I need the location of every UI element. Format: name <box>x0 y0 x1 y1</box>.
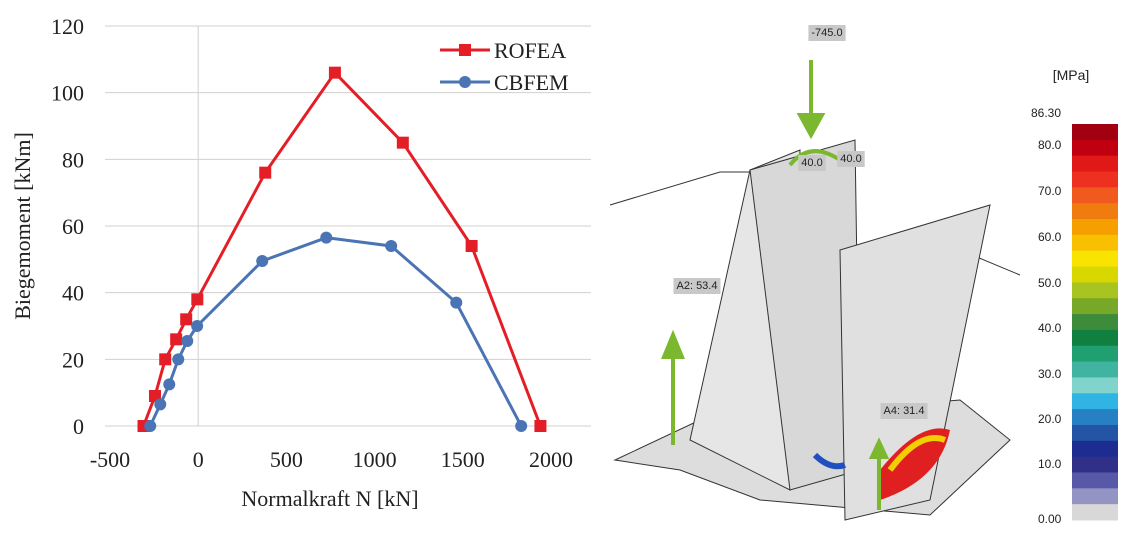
marker <box>154 398 166 410</box>
y-tick-label: 60 <box>62 214 84 239</box>
colorbar-band <box>1072 314 1118 330</box>
colorbar-band <box>1072 330 1118 346</box>
colorbar-band <box>1072 504 1118 520</box>
colorbar-band <box>1072 156 1118 172</box>
marker <box>191 320 203 332</box>
legend-marker <box>459 76 471 88</box>
legend-marker <box>459 44 471 56</box>
colorbar-band <box>1072 187 1118 203</box>
colorbar-band <box>1072 235 1118 251</box>
marker <box>163 378 175 390</box>
fem-label: A4: 31.4 <box>884 405 925 417</box>
colorbar-band <box>1072 457 1118 473</box>
colorbar-label: 20.0 <box>1038 412 1062 426</box>
marker <box>180 313 192 325</box>
colorbar-band <box>1072 393 1118 409</box>
marker <box>466 240 478 252</box>
fem-label: -745.0 <box>811 27 842 39</box>
x-axis-label: Normalkraft N [kN] <box>241 486 418 511</box>
colorbar-label: 86.30 <box>1031 106 1061 120</box>
colorbar-label: 70.0 <box>1038 184 1062 198</box>
marker <box>320 232 332 244</box>
colorbar-label: 50.0 <box>1038 276 1062 290</box>
colorbar-unit: [MPa] <box>1053 67 1090 83</box>
colorbar-label: 60.0 <box>1038 230 1062 244</box>
colorbar-band <box>1072 362 1118 378</box>
marker <box>534 420 546 432</box>
series-line <box>150 238 521 426</box>
x-tick-label: -500 <box>90 447 130 472</box>
colorbar-band <box>1072 377 1118 393</box>
colorbar-band <box>1072 441 1118 457</box>
load-arrow <box>800 115 822 135</box>
legend-label: ROFEA <box>494 38 566 63</box>
y-axis-label: Biegemoment [kNm] <box>10 132 35 320</box>
colorbar-band <box>1072 472 1118 488</box>
marker <box>256 255 268 267</box>
x-tick-label: 0 <box>193 447 204 472</box>
fem-label: A2: 53.4 <box>677 280 718 292</box>
y-tick-label: 80 <box>62 147 84 172</box>
marker <box>397 137 409 149</box>
colorbar-band <box>1072 488 1118 504</box>
marker <box>515 420 527 432</box>
marker <box>172 353 184 365</box>
x-tick-label: 1500 <box>441 447 485 472</box>
y-tick-label: 0 <box>73 414 84 439</box>
colorbar-band <box>1072 203 1118 219</box>
series-line <box>144 73 541 426</box>
colorbar-label: 0.00 <box>1038 512 1062 526</box>
fem-drawing <box>610 60 1020 520</box>
colorbar-label: 80.0 <box>1038 138 1062 152</box>
marker <box>329 67 341 79</box>
colorbar-band <box>1072 124 1118 140</box>
colorbar-label: 30.0 <box>1038 367 1062 381</box>
colorbar-band <box>1072 172 1118 188</box>
marker <box>450 297 462 309</box>
marker <box>170 333 182 345</box>
marker <box>159 353 171 365</box>
colorbar-band <box>1072 409 1118 425</box>
marker <box>259 167 271 179</box>
y-tick-label: 20 <box>62 347 84 372</box>
colorbar-label: 40.0 <box>1038 321 1062 335</box>
colorbar-band <box>1072 425 1118 441</box>
marker <box>181 335 193 347</box>
anchor-arrow <box>664 335 682 357</box>
colorbar-band <box>1072 267 1118 283</box>
colorbar-band <box>1072 219 1118 235</box>
colorbar-band <box>1072 282 1118 298</box>
legend-label: CBFEM <box>494 70 569 95</box>
x-tick-label: 2000 <box>529 447 573 472</box>
colorbar-band <box>1072 298 1118 314</box>
marker <box>385 240 397 252</box>
fem-label: 40.0 <box>840 153 861 165</box>
colorbar-label: 10.0 <box>1038 457 1062 471</box>
figure: 020406080100120-5000500100015002000Norma… <box>0 0 1121 537</box>
marker <box>144 420 156 432</box>
colorbar-band <box>1072 251 1118 267</box>
y-tick-label: 100 <box>51 81 84 106</box>
y-tick-label: 120 <box>51 14 84 39</box>
colorbar-band <box>1072 346 1118 362</box>
colorbar-band <box>1072 140 1118 156</box>
marker <box>191 293 203 305</box>
fem-label: 40.0 <box>801 157 822 169</box>
x-tick-label: 500 <box>270 447 303 472</box>
y-tick-label: 40 <box>62 281 84 306</box>
x-tick-label: 1000 <box>353 447 397 472</box>
